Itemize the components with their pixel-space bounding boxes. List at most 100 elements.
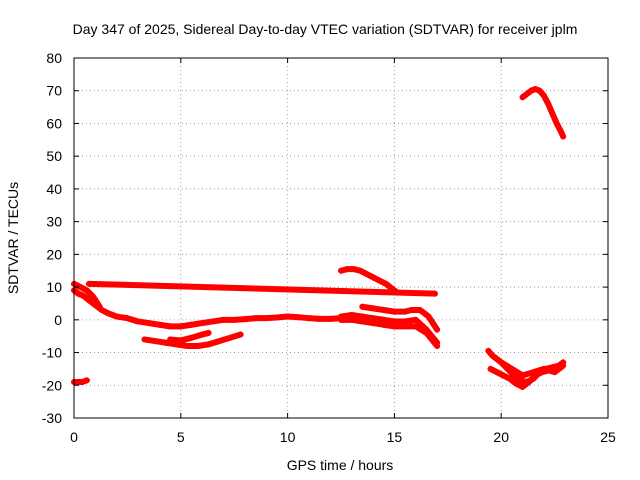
- data-point: [199, 320, 206, 327]
- data-point: [560, 133, 567, 140]
- series-trace: [338, 316, 441, 349]
- data-point: [252, 315, 259, 322]
- data-point: [508, 365, 515, 372]
- y-tick-label: 30: [46, 214, 62, 230]
- x-tick-label: 20: [493, 429, 509, 445]
- data-point: [489, 352, 496, 359]
- data-point: [327, 315, 334, 322]
- series-track-dip-2: [167, 329, 212, 344]
- data-point: [560, 362, 567, 369]
- data-point: [370, 320, 377, 327]
- data-point: [391, 323, 398, 330]
- x-tick-label: 5: [177, 429, 185, 445]
- data-point: [237, 331, 244, 338]
- data-point: [412, 323, 419, 330]
- data-point: [434, 326, 441, 333]
- data-point: [316, 315, 323, 322]
- data-point: [536, 87, 543, 94]
- data-point: [370, 274, 377, 281]
- data-point: [551, 369, 558, 376]
- data-point: [87, 290, 94, 297]
- y-tick-label: 60: [46, 115, 62, 131]
- series-track-high: [519, 86, 567, 140]
- x-axis-label: GPS time / hours: [287, 457, 394, 473]
- data-point: [380, 307, 387, 313]
- data-point: [93, 298, 100, 305]
- series-trace: [141, 331, 244, 349]
- series-track-late-b: [338, 316, 441, 349]
- data-point: [408, 307, 415, 313]
- data-point: [523, 91, 530, 97]
- data-point: [530, 369, 537, 376]
- data-point: [391, 308, 398, 315]
- data-point: [344, 266, 351, 273]
- data-point: [485, 347, 492, 354]
- data-point: [188, 321, 195, 328]
- data-point: [167, 336, 174, 343]
- data-point: [338, 267, 344, 274]
- y-tick-label: 40: [46, 181, 62, 197]
- data-point: [517, 377, 524, 384]
- series-track-evening-3: [498, 359, 567, 379]
- data-point: [519, 372, 526, 379]
- data-point: [359, 303, 366, 310]
- data-point: [105, 310, 112, 317]
- data-point: [79, 292, 86, 299]
- data-point: [79, 379, 86, 385]
- series-track-dip: [141, 331, 244, 349]
- data-point: [348, 316, 355, 323]
- data-point: [525, 379, 532, 385]
- series-track-low-start: [71, 377, 90, 385]
- x-tick-label: 15: [387, 429, 403, 445]
- data-point: [363, 271, 370, 277]
- data-point: [402, 308, 409, 315]
- data-point: [83, 287, 90, 294]
- data-point: [431, 290, 438, 297]
- data-point: [540, 365, 547, 372]
- y-tick-label: 0: [54, 312, 62, 328]
- y-axis-label: SDTVAR / TECUs: [5, 182, 21, 294]
- data-point: [519, 383, 526, 390]
- data-point: [382, 280, 389, 287]
- data-point: [532, 86, 539, 93]
- data-point: [226, 334, 233, 341]
- data-point: [513, 380, 520, 387]
- data-point: [90, 293, 97, 300]
- data-point: [305, 315, 312, 322]
- series-track-late-c: [359, 303, 441, 333]
- data-point: [376, 277, 383, 284]
- data-point: [156, 321, 163, 328]
- data-point: [506, 375, 513, 382]
- tick-layer: 0 5 10 15 20 25 -30 -20 -10 0 10 20 30 40 50 60 70 80: [42, 50, 616, 445]
- data-point: [273, 314, 280, 321]
- data-point: [135, 318, 142, 325]
- data-point: [359, 318, 366, 325]
- series-trace: [338, 311, 441, 346]
- data-point: [295, 314, 302, 321]
- data-point: [402, 323, 409, 330]
- data-point: [263, 315, 270, 322]
- series-outliers: [85, 280, 438, 297]
- data-point: [216, 338, 223, 345]
- y-tick-label: -10: [42, 345, 62, 361]
- data-point: [83, 295, 90, 302]
- data-point: [124, 315, 131, 322]
- y-tick-label: 20: [46, 246, 62, 262]
- data-point: [423, 329, 430, 336]
- data-point: [357, 267, 364, 274]
- data-point: [194, 343, 201, 349]
- chart-title: Day 347 of 2025, Sidereal Day-to-day VTE…: [73, 21, 578, 37]
- series-trace: [85, 280, 438, 297]
- data-point: [220, 316, 227, 323]
- data-layer: [71, 86, 567, 390]
- data-point: [558, 128, 565, 135]
- data-point: [493, 369, 500, 376]
- data-point: [188, 334, 195, 341]
- series-track-start: [71, 280, 103, 310]
- data-point: [75, 290, 82, 297]
- data-point: [80, 285, 87, 292]
- x-tick-label: 0: [70, 429, 78, 445]
- data-point: [284, 313, 291, 320]
- y-tick-label: -20: [42, 377, 62, 393]
- plot-frame: [73, 57, 609, 419]
